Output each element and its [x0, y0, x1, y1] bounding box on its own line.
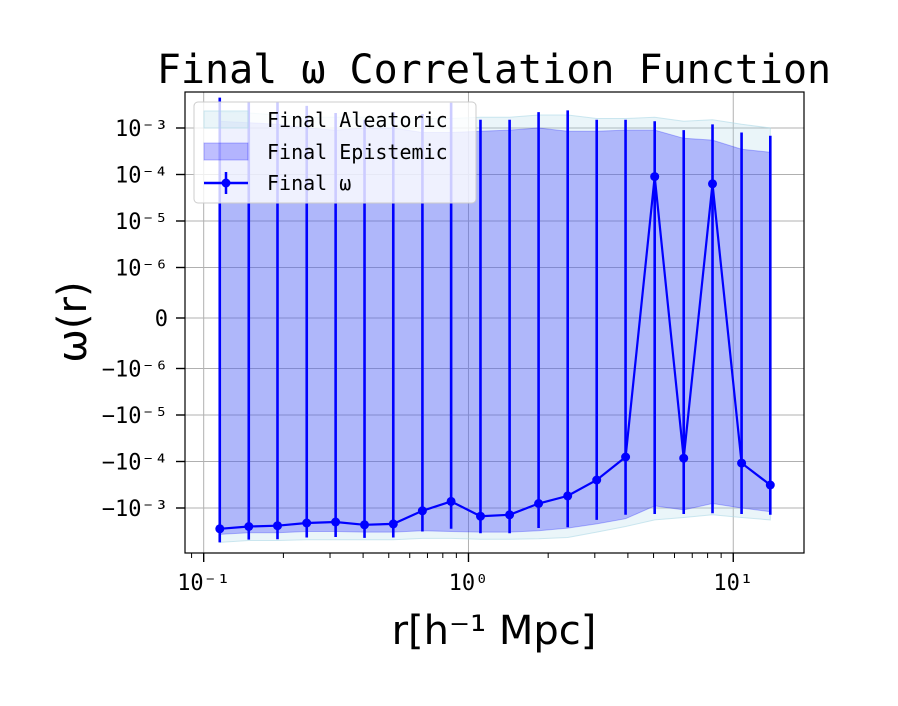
omega-markers	[215, 172, 775, 534]
y-tick-label: −10⁻⁴	[102, 451, 168, 476]
legend: Final Aleatoric Final Epistemic Final ω	[193, 101, 477, 204]
omega-line	[219, 176, 771, 530]
x-axis-ticks: 10⁻¹ 10⁰ 10¹	[177, 553, 753, 596]
omega-point	[650, 172, 660, 182]
omega-point	[417, 506, 427, 516]
omega-point	[244, 522, 254, 531]
x-axis-label: r[h⁻¹ Mpc]	[392, 608, 597, 654]
y-tick-label: 0	[155, 307, 168, 332]
legend-label-omega: Final ω	[267, 171, 351, 195]
legend-marker-omega	[221, 178, 231, 188]
y-tick-label: −10⁻⁵	[102, 404, 168, 429]
omega-point	[331, 517, 341, 527]
omega-point	[592, 475, 602, 485]
omega-point	[215, 524, 225, 534]
omega-point	[360, 520, 369, 530]
omega-line-group	[219, 176, 771, 530]
omega-point	[476, 511, 485, 521]
omega-point	[388, 519, 398, 529]
chart-title: Final ω Correlation Function	[157, 47, 831, 93]
y-tick-label: 10⁻⁵	[115, 210, 168, 235]
x-tick-label: 10⁰	[449, 571, 489, 596]
y-axis-label: ω(r)	[50, 281, 96, 362]
y-axis-ticks: 10⁻³ 10⁻⁴ 10⁻⁵ 10⁻⁶ 0 −10⁻⁶ −10⁻⁵ −10⁻⁴ −10⁻³	[102, 117, 185, 522]
legend-label-epistemic: Final Epistemic	[267, 140, 448, 164]
grid-lines	[185, 92, 804, 553]
y-tick-label: 10⁻⁶	[115, 257, 168, 282]
plot-frame	[184, 91, 805, 554]
omega-point	[563, 491, 573, 501]
legend-box	[193, 101, 477, 204]
omega-point	[446, 496, 456, 506]
legend-label-aleatoric: Final Aleatoric	[267, 108, 448, 132]
x-tick-label: 10¹	[713, 571, 753, 596]
y-tick-label: 10⁻⁴	[115, 164, 168, 189]
y-tick-label: −10⁻³	[102, 497, 168, 522]
legend-swatch-epistemic	[203, 142, 249, 161]
omega-point	[534, 499, 544, 508]
omega-point	[505, 510, 515, 520]
omega-point	[765, 480, 775, 490]
omega-point	[737, 458, 747, 468]
omega-point	[273, 521, 282, 531]
omega-point	[302, 518, 312, 528]
x-tick-label: 10⁻¹	[177, 571, 230, 596]
omega-point	[621, 452, 631, 462]
omega-point	[679, 453, 689, 463]
y-tick-label: −10⁻⁶	[102, 358, 168, 383]
y-tick-label: 10⁻³	[115, 117, 168, 142]
legend-swatch-aleatoric	[203, 110, 249, 129]
omega-point	[708, 179, 717, 189]
